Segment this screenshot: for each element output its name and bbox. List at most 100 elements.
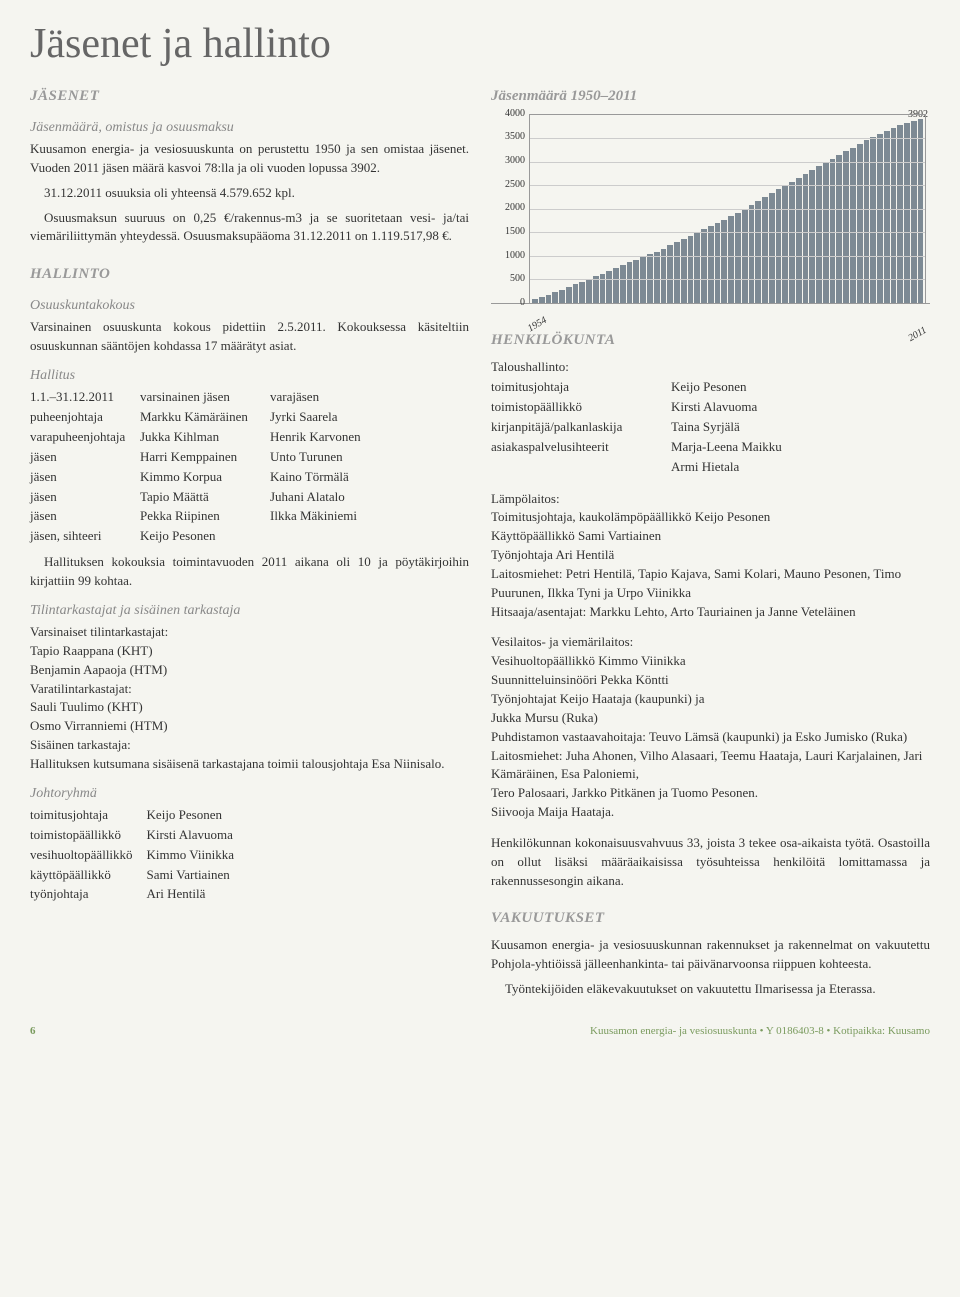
chart-bar (552, 292, 558, 302)
chart-bar (708, 226, 714, 303)
table-cell: käyttöpäällikkö (30, 866, 147, 886)
lampolaitos-label: Lämpölaitos: (491, 490, 930, 509)
hallitus-h0: 1.1.–31.12.2011 (30, 388, 140, 408)
table-cell: Tapio Määttä (140, 488, 270, 508)
table-row: asiakaspalvelusihteeritMarja-Leena Maikk… (491, 438, 930, 458)
chart-bar (701, 229, 707, 303)
list-item: Suunnitteluinsinööri Pekka Köntti (491, 671, 930, 690)
table-cell: puheenjohtaja (30, 408, 140, 428)
list-item: Puhdistamon vastaavahoitaja: Teuvo Lämsä… (491, 728, 930, 747)
table-row: toimitusjohtajaKeijo Pesonen (491, 378, 930, 398)
hallitus-subhead: Hallitus (30, 366, 469, 386)
chart-bar (782, 185, 788, 303)
table-row: kirjanpitäjä/palkanlaskijaTaina Syrjälä (491, 418, 930, 438)
chart-bar (620, 265, 626, 303)
hallinto-heading: HALLINTO (30, 264, 469, 286)
chart-bar (661, 249, 667, 303)
table-cell: jäsen (30, 448, 140, 468)
list-item: Vesihuoltopäällikkö Kimmo Viinikka (491, 652, 930, 671)
table-cell: toimitusjohtaja (30, 806, 147, 826)
johtoryhma-subhead: Johtoryhmä (30, 784, 469, 804)
tilintark-list: Varsinaiset tilintarkastajat:Tapio Raapp… (30, 623, 469, 774)
table-cell (491, 458, 671, 478)
hallitus-note: Hallituksen kokouksia toimintavuoden 201… (30, 553, 469, 591)
chart-bar (606, 271, 612, 303)
list-item: Työnjohtaja Ari Hentilä (491, 546, 930, 565)
vesilaitos-label: Vesilaitos- ja viemärilaitos: (491, 633, 930, 652)
y-tick-label: 2000 (505, 201, 525, 216)
table-cell: Keijo Pesonen (671, 378, 930, 398)
jasenet-para-1: Kuusamon energia- ja vesiosuuskunta on p… (30, 140, 469, 178)
table-row: työnjohtajaAri Hentilä (30, 885, 248, 905)
gridline (530, 185, 925, 186)
chart-bar (600, 274, 606, 303)
table-cell: Markku Kämäräinen (140, 408, 270, 428)
right-column: Jäsenmäärä 1950–2011 3902 05001000150020… (491, 86, 930, 1005)
list-item: Benjamin Aapaoja (HTM) (30, 661, 469, 680)
page-footer: 6 Kuusamon energia- ja vesiosuuskunta • … (30, 1025, 930, 1037)
osuuskunta-subhead: Osuuskuntakokous (30, 296, 469, 316)
list-item: Toimitusjohtaja, kaukolämpöpäällikkö Kei… (491, 508, 930, 527)
table-cell: Unto Turunen (270, 448, 469, 468)
jasenet-para-3: Osuusmaksun suuruus on 0,25 €/rakennus-m… (30, 209, 469, 247)
gridline (530, 256, 925, 257)
list-item: Varatilintarkastajat: (30, 680, 469, 699)
table-cell: Ari Hentilä (147, 885, 248, 905)
table-cell: Armi Hietala (671, 458, 930, 478)
chart-bar (836, 155, 842, 303)
chart-bar (877, 134, 883, 303)
list-item: Siivooja Maija Haataja. (491, 803, 930, 822)
vesilaitos-list: Vesihuoltopäällikkö Kimmo ViinikkaSuunni… (491, 652, 930, 822)
henk-summary: Henkilökunnan kokonaisuusvahvuus 33, joi… (491, 834, 930, 891)
chart-bar (667, 245, 673, 302)
table-cell: Jyrki Saarela (270, 408, 469, 428)
table-cell: jäsen, sihteeri (30, 527, 140, 547)
chart-bar (728, 216, 734, 302)
jasenet-heading: JÄSENET (30, 86, 469, 108)
table-cell: Taina Syrjälä (671, 418, 930, 438)
table-cell: Marja-Leena Maikku (671, 438, 930, 458)
chart-title: Jäsenmäärä 1950–2011 (491, 86, 930, 108)
table-row: toimitusjohtajaKeijo Pesonen (30, 806, 248, 826)
chart-bar (627, 262, 633, 302)
hallitus-table: 1.1.–31.12.2011 varsinainen jäsen varajä… (30, 388, 469, 547)
table-cell: Juhani Alatalo (270, 488, 469, 508)
table-cell: toimitusjohtaja (491, 378, 671, 398)
table-cell: Keijo Pesonen (140, 527, 270, 547)
table-cell: jäsen (30, 507, 140, 527)
chart-bar (532, 299, 538, 302)
chart-plot-area (529, 114, 926, 303)
member-chart: 3902 05001000150020002500300035004000 19… (491, 114, 930, 304)
list-item: Sauli Tuulimo (KHT) (30, 698, 469, 717)
jasenet-para-2: 31.12.2011 osuuksia oli yhteensä 4.579.6… (30, 184, 469, 203)
chart-bar (546, 295, 552, 303)
list-item: Käyttöpäällikkö Sami Vartiainen (491, 527, 930, 546)
two-column-layout: JÄSENET Jäsenmäärä, omistus ja osuusmaks… (30, 86, 930, 1005)
table-cell: Kimmo Viinikka (147, 846, 248, 866)
table-cell: varapuheenjohtaja (30, 428, 140, 448)
chart-bar (796, 178, 802, 303)
y-tick-label: 4000 (505, 107, 525, 122)
y-tick-label: 3500 (505, 130, 525, 145)
y-tick-label: 2500 (505, 177, 525, 192)
tilintark-subhead: Tilintarkastajat ja sisäinen tarkastaja (30, 601, 469, 621)
chart-y-axis: 05001000150020002500300035004000 (491, 114, 527, 303)
table-row: jäsen, sihteeriKeijo Pesonen (30, 527, 469, 547)
chart-bar (755, 201, 761, 303)
table-row: jäsenTapio MäättäJuhani Alatalo (30, 488, 469, 508)
chart-bar (789, 182, 795, 303)
chart-bar (918, 119, 924, 302)
table-row: jäsenHarri KemppainenUnto Turunen (30, 448, 469, 468)
chart-bar (633, 260, 639, 303)
jasenet-subhead: Jäsenmäärä, omistus ja osuusmaksu (30, 118, 469, 138)
chart-bar (884, 131, 890, 303)
chart-bar (830, 159, 836, 303)
table-cell: Kimmo Korpua (140, 468, 270, 488)
table-cell: toimistopäällikkö (491, 398, 671, 418)
chart-bar (674, 242, 680, 303)
y-tick-label: 1500 (505, 225, 525, 240)
chart-bar (762, 197, 768, 303)
list-item: Tero Palosaari, Jarkko Pitkänen ja Tuomo… (491, 784, 930, 803)
gridline (530, 232, 925, 233)
chart-bar (573, 284, 579, 302)
